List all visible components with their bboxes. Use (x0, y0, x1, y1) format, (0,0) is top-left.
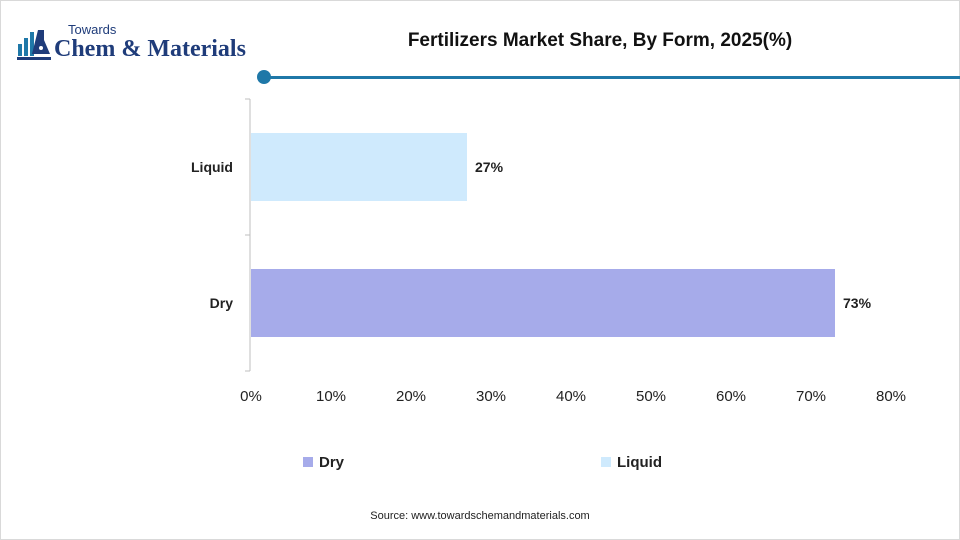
legend-swatch-liquid (601, 457, 611, 467)
legend-item-liquid: Liquid (601, 454, 662, 471)
legend-label-dry: Dry (319, 454, 345, 471)
x-tick-label: 10% (316, 388, 346, 405)
legend-label-liquid: Liquid (617, 454, 662, 471)
x-tick-label: 40% (556, 388, 586, 405)
bar-liquid (251, 133, 467, 201)
accent-dot (257, 70, 271, 84)
x-tick-label: 30% (476, 388, 506, 405)
legend-swatch-dry (303, 457, 313, 467)
category-label-liquid: Liquid (191, 159, 233, 175)
data-label-liquid: 27% (475, 159, 504, 175)
x-tick-label: 70% (796, 388, 826, 405)
x-tick-label: 20% (396, 388, 426, 405)
chart-title: Fertilizers Market Share, By Form, 2025(… (407, 30, 793, 51)
x-tick-label: 80% (876, 388, 906, 405)
bar-dry (251, 269, 835, 337)
brand-logo: Towards Chem & Materials (16, 22, 256, 68)
flask-icon (17, 30, 51, 60)
logo-text-top: Towards (68, 22, 117, 37)
x-tick-label: 0% (240, 388, 262, 405)
x-tick-label: 60% (716, 388, 746, 405)
logo-text-main: Chem & Materials (54, 36, 246, 62)
category-label-dry: Dry (210, 295, 234, 311)
data-label-dry: 73% (843, 295, 872, 311)
legend-item-dry: Dry (303, 454, 344, 471)
x-tick-label: 50% (636, 388, 666, 405)
accent-line (266, 76, 960, 79)
source-note: Source: www.towardschemandmaterials.com (370, 510, 590, 522)
